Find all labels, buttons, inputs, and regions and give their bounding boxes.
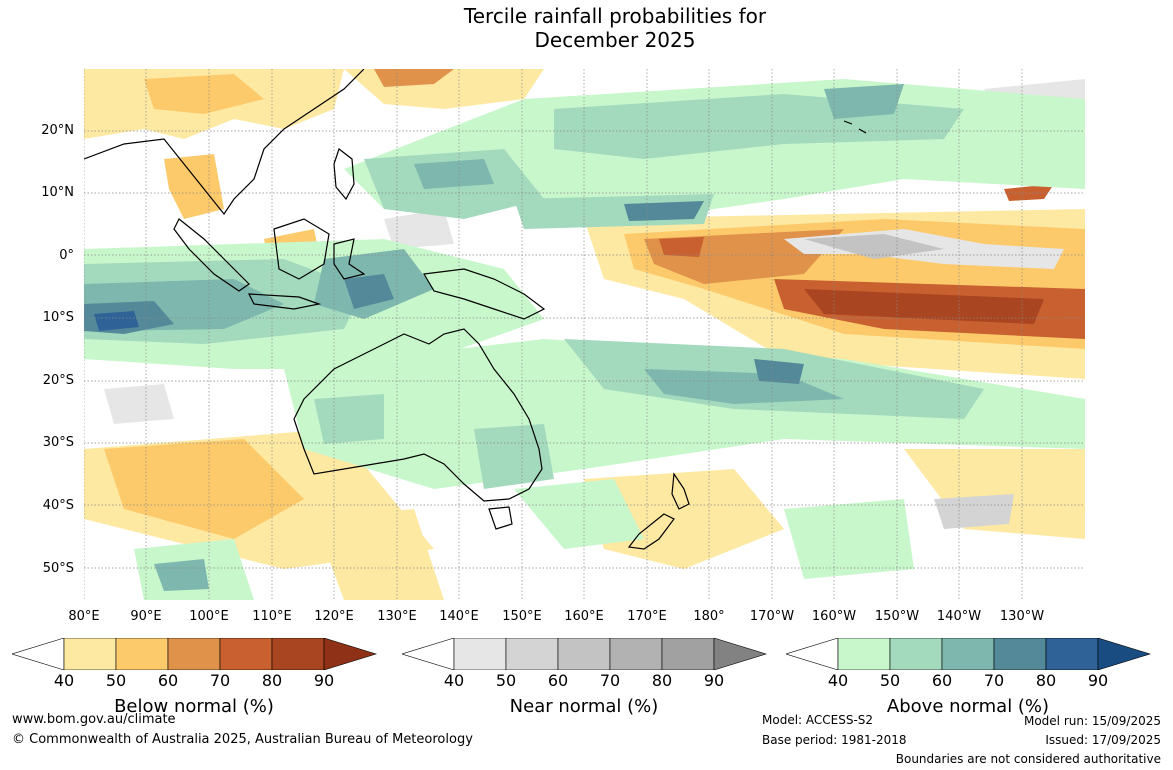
colorbar-above-normal: 40 50 60 70 80 90 bbox=[784, 637, 1152, 690]
colorbar-below-label: Below normal (%) bbox=[114, 696, 274, 717]
graticule bbox=[84, 69, 1085, 600]
below-tick-70: 70 bbox=[209, 671, 231, 690]
lon-label-140w: 140°W bbox=[936, 609, 982, 624]
lat-label-20s: 20°S bbox=[42, 373, 74, 388]
hawaii-coastline bbox=[843, 120, 867, 134]
lat-label-20n: 20°N bbox=[41, 123, 74, 138]
borneo-coastline bbox=[273, 218, 330, 280]
philippines-coastline bbox=[333, 148, 355, 201]
below-tick-40: 40 bbox=[53, 671, 75, 690]
below-swatch-5 bbox=[271, 637, 325, 671]
below-swatch-3 bbox=[167, 637, 221, 671]
above-swatch-4 bbox=[993, 637, 1047, 671]
java-coastline bbox=[247, 293, 322, 310]
footer-model-run: Model run: 15/09/2025 bbox=[1023, 714, 1161, 728]
below-tick-80: 80 bbox=[261, 671, 283, 690]
map-canvas bbox=[84, 69, 1085, 600]
above-tick-40: 40 bbox=[827, 671, 849, 690]
lon-label-140e: 140°E bbox=[439, 609, 479, 624]
colorbar-near-label: Near normal (%) bbox=[509, 696, 659, 717]
lat-label-30s: 30°S bbox=[42, 435, 74, 450]
above-tick-50: 50 bbox=[879, 671, 901, 690]
below-swatch-6 bbox=[323, 637, 378, 671]
above-tick-70: 70 bbox=[983, 671, 1005, 690]
below-swatch-1 bbox=[63, 637, 117, 671]
above-tick-80: 80 bbox=[1035, 671, 1057, 690]
footer-copyright: © Commonwealth of Australia 2025, Austra… bbox=[12, 732, 473, 747]
footer-model: Model: ACCESS-S2 bbox=[762, 713, 874, 727]
coastlines bbox=[84, 69, 867, 550]
footer-base-period: Base period: 1981-2018 bbox=[762, 733, 907, 747]
lat-label-10s: 10°S bbox=[42, 310, 74, 325]
near-tick-40: 40 bbox=[443, 671, 465, 690]
lon-label-160e: 160°E bbox=[564, 609, 604, 624]
title-line-1: Tercile rainfall probabilities for bbox=[463, 4, 767, 28]
colorbar-near-normal: 40 50 60 70 80 90 bbox=[400, 637, 768, 690]
lon-label-130w: 130°W bbox=[999, 609, 1045, 624]
australia-coastline bbox=[293, 328, 543, 502]
lat-label-10n: 10°N bbox=[41, 185, 74, 200]
above-swatch-5 bbox=[1045, 637, 1099, 671]
new-guinea-coastline bbox=[423, 268, 546, 320]
lon-label-150w: 150°W bbox=[874, 609, 920, 624]
mainland-asia-coastline bbox=[84, 69, 365, 216]
lon-label-100e: 100°E bbox=[189, 609, 229, 624]
below-swatch-0 bbox=[10, 637, 65, 671]
above-swatch-0 bbox=[784, 637, 839, 671]
near-swatch-1 bbox=[453, 637, 507, 671]
lat-label-50s: 50°S bbox=[42, 561, 74, 576]
near-tick-50: 50 bbox=[495, 671, 517, 690]
below-tick-60: 60 bbox=[157, 671, 179, 690]
above-swatch-2 bbox=[889, 637, 943, 671]
colorbar-below-swatches bbox=[10, 637, 378, 671]
footer-disclaimer: Boundaries are not considered authoritat… bbox=[895, 752, 1161, 766]
lon-label-110e: 110°E bbox=[252, 609, 292, 624]
footer-url: www.bom.gov.au/climate bbox=[12, 712, 176, 727]
lon-label-180: 180° bbox=[693, 609, 725, 624]
colorbar-below-normal: 40 50 60 70 80 90 bbox=[10, 637, 378, 690]
lon-label-150e: 150°E bbox=[502, 609, 542, 624]
lon-label-170w: 170°W bbox=[749, 609, 795, 624]
near-swatch-2 bbox=[505, 637, 559, 671]
lat-label-40s: 40°S bbox=[42, 498, 74, 513]
new-zealand-coastline bbox=[627, 472, 690, 550]
near-tick-70: 70 bbox=[599, 671, 621, 690]
above-swatch-1 bbox=[837, 637, 891, 671]
near-tick-60: 60 bbox=[547, 671, 569, 690]
above-normal-areas bbox=[84, 79, 1085, 600]
lon-label-120e: 120°E bbox=[314, 609, 354, 624]
near-swatch-4 bbox=[609, 637, 663, 671]
below-normal-areas bbox=[84, 69, 1085, 600]
near-tick-90: 90 bbox=[703, 671, 725, 690]
lon-label-160w: 160°W bbox=[811, 609, 857, 624]
near-swatch-6 bbox=[713, 637, 768, 671]
sumatra-coastline bbox=[173, 218, 250, 292]
above-swatch-3 bbox=[941, 637, 995, 671]
map-title: Tercile rainfall probabilities for Decem… bbox=[0, 4, 1173, 52]
below-swatch-4 bbox=[219, 637, 273, 671]
near-swatch-0 bbox=[400, 637, 455, 671]
rainfall-probability-map bbox=[84, 69, 1085, 600]
sulawesi-coastline bbox=[333, 238, 366, 280]
above-tick-60: 60 bbox=[931, 671, 953, 690]
lat-label-0: 0° bbox=[59, 248, 74, 263]
near-swatch-3 bbox=[557, 637, 611, 671]
colorbar-above-swatches bbox=[784, 637, 1152, 671]
below-tick-90: 90 bbox=[313, 671, 335, 690]
footer-issued: Issued: 17/09/2025 bbox=[1045, 733, 1161, 747]
near-swatch-5 bbox=[661, 637, 715, 671]
title-line-2: December 2025 bbox=[534, 28, 696, 52]
colorbar-above-label: Above normal (%) bbox=[886, 696, 1050, 717]
below-swatch-2 bbox=[115, 637, 169, 671]
lon-label-130e: 130°E bbox=[377, 609, 417, 624]
tasmania-coastline bbox=[488, 506, 513, 530]
lon-label-80e: 80°E bbox=[68, 609, 100, 624]
near-tick-80: 80 bbox=[651, 671, 673, 690]
colorbar-near-swatches bbox=[400, 637, 768, 671]
below-tick-50: 50 bbox=[105, 671, 127, 690]
lon-label-90e: 90°E bbox=[130, 609, 162, 624]
above-swatch-6 bbox=[1097, 637, 1152, 671]
above-tick-90: 90 bbox=[1087, 671, 1109, 690]
lon-label-170e: 170°E bbox=[627, 609, 667, 624]
